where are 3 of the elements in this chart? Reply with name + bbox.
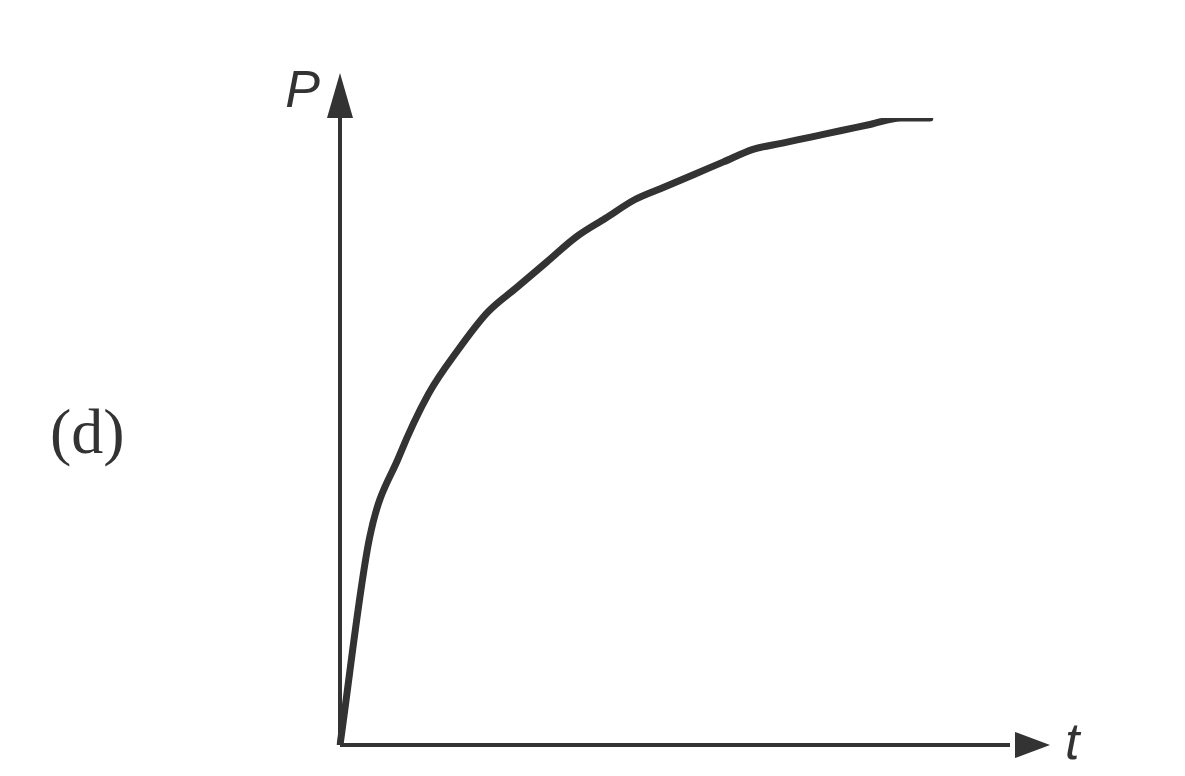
text: (d) [50,395,125,469]
y-axis-title: P [285,60,321,119]
x-axis-title: t [1065,712,1082,771]
